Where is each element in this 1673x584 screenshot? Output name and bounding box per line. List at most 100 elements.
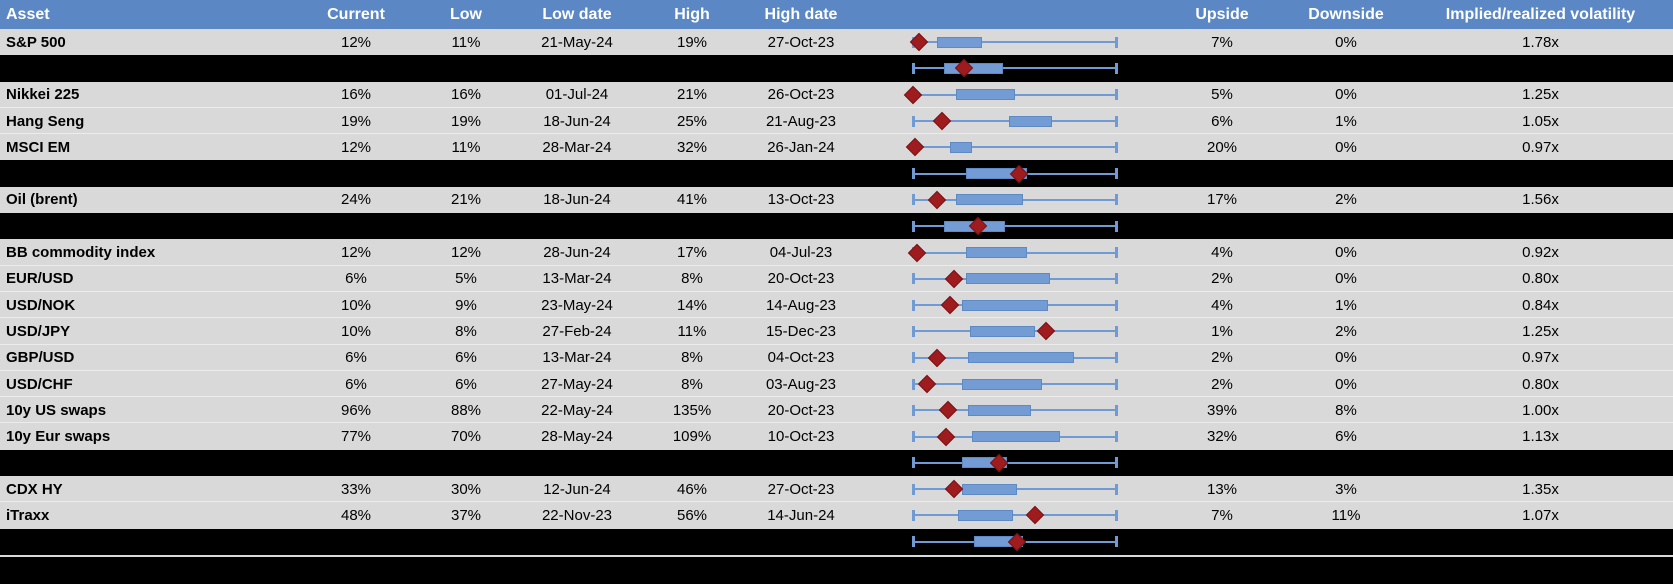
- low_date-cell: 27-May-24: [541, 375, 613, 393]
- separator-cell: [1160, 55, 1284, 81]
- table-row: MSCI EM 12% 11% 28-Mar-24 32% 26-Jan-24 20% 0% 0…: [0, 134, 1673, 161]
- range-plot: [905, 134, 1118, 160]
- separator-cell: [520, 55, 634, 81]
- quartile-box: [961, 378, 1042, 390]
- high-cell: 21%: [676, 86, 708, 104]
- header-cell-plot: [852, 0, 1160, 29]
- range-plot-cell: [852, 397, 1160, 423]
- low_date-cell: 01-Jul-24: [545, 86, 609, 104]
- current-marker-diamond: [903, 85, 923, 104]
- range-plot-cell: [852, 160, 1160, 186]
- high-cell: 109%: [672, 428, 712, 446]
- downside-cell: 0%: [1335, 33, 1357, 51]
- current-marker-diamond: [905, 138, 925, 157]
- low_date-cell: 21-May-24: [541, 33, 613, 51]
- separator-cell: [0, 160, 300, 186]
- whisker-cap-right: [1115, 273, 1118, 285]
- asset-cell: Hang Seng: [6, 112, 85, 130]
- low-cell: 19%: [450, 112, 482, 130]
- current-cell: 16%: [340, 86, 372, 104]
- low-cell: 9%: [455, 296, 477, 314]
- separator-cell: [300, 450, 412, 476]
- whisker-cap-left: [912, 352, 915, 364]
- current-cell: 33%: [340, 480, 372, 498]
- high-cell: 41%: [676, 191, 708, 209]
- low-cell: 8%: [455, 322, 477, 340]
- high-cell: 14%: [676, 296, 708, 314]
- table-row: Nikkei 225 16% 16% 01-Jul-24 21% 26-Oct-23 5% 0…: [0, 81, 1673, 108]
- separator-cell: [634, 213, 750, 239]
- downside-cell: 0%: [1335, 270, 1357, 288]
- upside-cell: 2%: [1211, 349, 1233, 367]
- upside-cell: 1%: [1211, 322, 1233, 340]
- header-cell-asset: Asset: [6, 5, 50, 23]
- whisker-cap-left: [912, 62, 915, 74]
- asset-cell: 10y Eur swaps: [6, 428, 111, 446]
- low-cell: 70%: [450, 428, 482, 446]
- table-row: S&P 500 12% 11% 21-May-24 19% 27-Oct-23 7% 0% 1.…: [0, 29, 1673, 56]
- current-marker-diamond: [940, 295, 959, 315]
- range-plot-cell: [852, 108, 1160, 134]
- whisker-cap-right: [1115, 194, 1118, 206]
- separator-cell: [1408, 160, 1673, 186]
- header-cell-high: High: [674, 5, 710, 23]
- low_date-cell: 13-Mar-24: [542, 270, 612, 288]
- high_date-cell: 20-Oct-23: [767, 401, 835, 419]
- whisker-line: [913, 41, 1117, 44]
- range-plot-cell: [852, 266, 1160, 292]
- current-marker-diamond: [907, 243, 927, 262]
- header-cell-low: Low: [450, 5, 482, 23]
- whisker-cap-right: [1115, 483, 1118, 495]
- table-row: USD/CHF 6% 6% 27-May-24 8% 03-Aug-23 2% 0% 0.80x: [0, 370, 1673, 398]
- quartile-box: [970, 325, 1036, 337]
- quartile-box: [961, 299, 1048, 311]
- separator-cell: [412, 529, 520, 555]
- range-plot-cell: [852, 423, 1160, 449]
- asset-cell: USD/NOK: [6, 296, 76, 314]
- low-cell: 88%: [450, 401, 482, 419]
- high-cell: 11%: [677, 322, 707, 340]
- low_date-cell: 22-May-24: [541, 401, 613, 419]
- range-plot: [912, 423, 1118, 449]
- separator-cell: [634, 529, 750, 555]
- separator-cell: [0, 529, 300, 555]
- range-plot-cell: [852, 213, 1160, 239]
- upside-cell: 39%: [1206, 401, 1238, 419]
- header-cell-impl_real: Implied/realized volatility: [1445, 5, 1636, 23]
- impl_real-cell: 1.05x: [1522, 112, 1559, 130]
- current-marker-diamond: [1026, 506, 1045, 525]
- separator-cell: [520, 160, 634, 186]
- current-cell: 19%: [340, 112, 372, 130]
- table-row: Oil (brent) 24% 21% 18-Jun-24 41% 13-Oct-23 17…: [0, 186, 1673, 214]
- downside-cell: 0%: [1335, 138, 1357, 156]
- downside-cell: 1%: [1335, 296, 1357, 314]
- high-cell: 8%: [681, 270, 703, 288]
- asset-cell: EUR/USD: [6, 270, 74, 288]
- separator-row: [0, 55, 1673, 82]
- quartile-box: [957, 509, 1013, 521]
- upside-cell: 20%: [1206, 138, 1238, 156]
- whisker-cap-left: [912, 194, 915, 206]
- high_date-cell: 04-Oct-23: [767, 349, 835, 367]
- separator-cell: [412, 55, 520, 81]
- separator-cell: [1284, 529, 1408, 555]
- separator-cell: [1284, 213, 1408, 239]
- upside-cell: 17%: [1206, 191, 1238, 209]
- current-cell: 10%: [340, 296, 372, 314]
- low_date-cell: 12-Jun-24: [543, 480, 611, 498]
- current-cell: 12%: [340, 138, 372, 156]
- high-cell: 8%: [681, 349, 703, 367]
- range-plot-cell: [852, 450, 1160, 476]
- whisker-cap-left: [912, 273, 915, 285]
- low_date-cell: 28-Mar-24: [542, 138, 612, 156]
- separator-cell: [1408, 213, 1673, 239]
- high-cell: 17%: [676, 244, 708, 262]
- separator-cell: [750, 55, 852, 81]
- whisker-cap-left: [912, 457, 915, 469]
- whisker-cap-left: [912, 483, 915, 495]
- range-plot-cell: [852, 318, 1160, 344]
- separator-cell: [1160, 450, 1284, 476]
- low_date-cell: 18-Jun-24: [543, 112, 611, 130]
- quartile-box: [943, 62, 1003, 74]
